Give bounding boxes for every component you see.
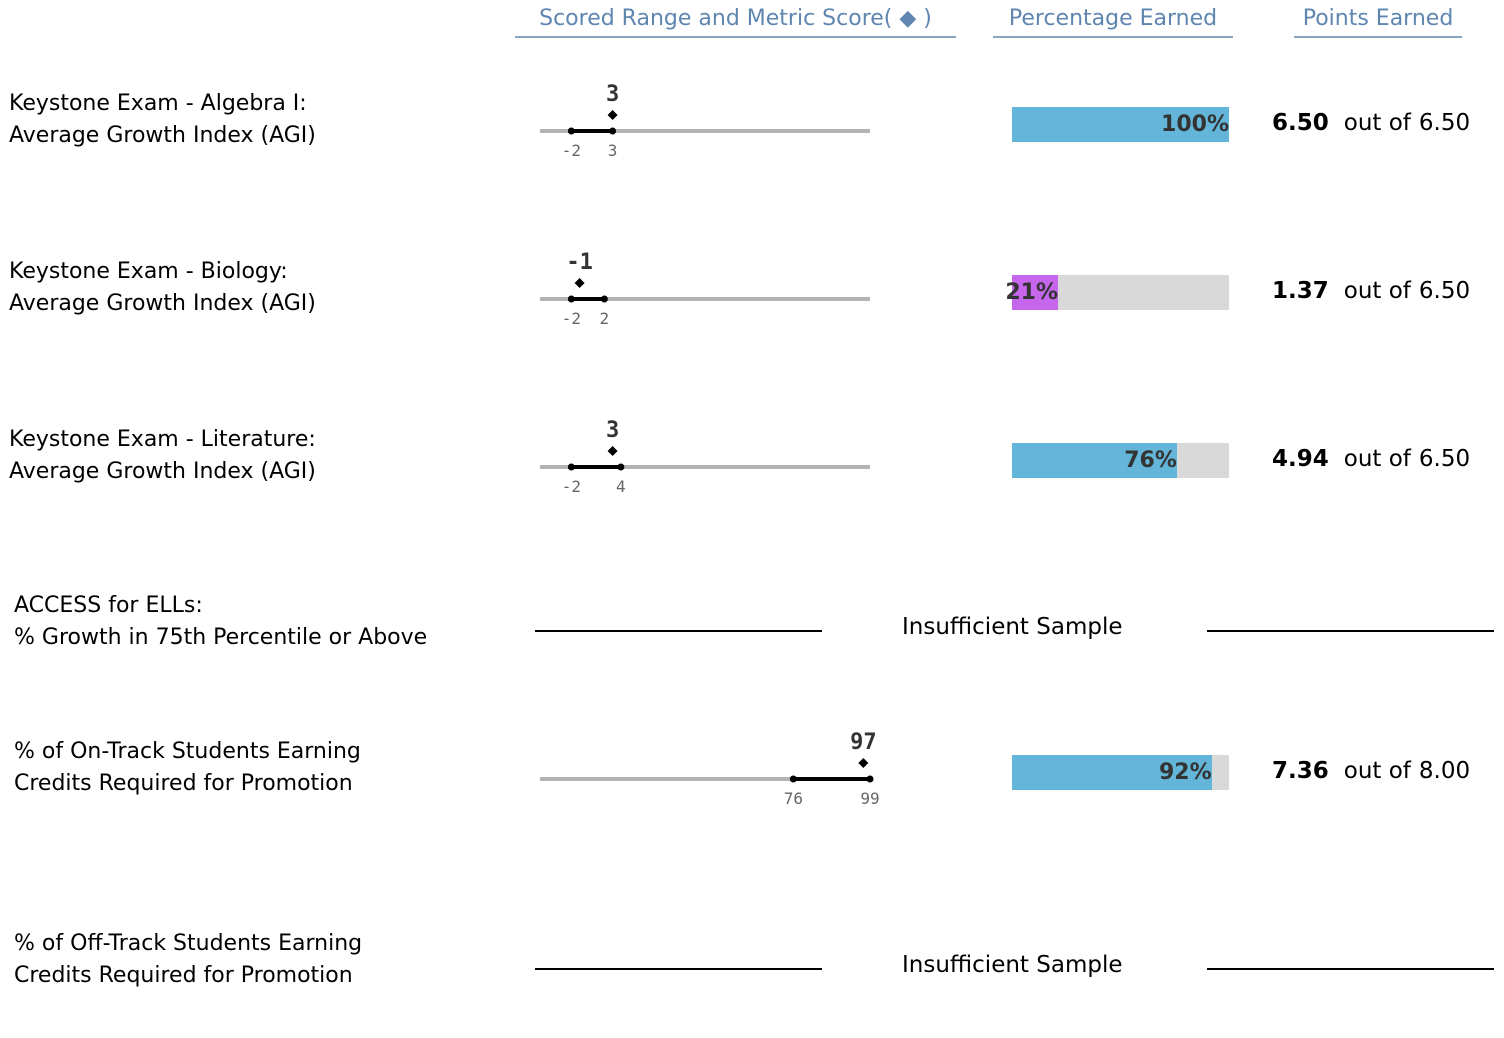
- scored-range-graphic: -2 3 3: [540, 82, 870, 160]
- range-min-endpoint: [789, 775, 797, 783]
- percentage-label: 92%: [1158, 760, 1212, 785]
- range-min-endpoint: [567, 295, 575, 303]
- insufficient-left-line: [535, 968, 822, 970]
- range-min-label: -2: [562, 477, 581, 496]
- header-diamond-marker: ( ◆ ): [883, 6, 932, 31]
- metric-row: Keystone Exam - Literature: Average Growt…: [0, 418, 1504, 534]
- percentage-bar-fill: [1012, 275, 1058, 310]
- header-scored-range: Scored Range and Metric Score( ◆ ): [515, 6, 956, 38]
- points-earned: 4.94 out of 6.50: [1272, 446, 1470, 472]
- metric-score-label: 3: [606, 82, 619, 107]
- points-earned-value: 6.50: [1272, 110, 1329, 136]
- range-max-label: 99: [860, 789, 879, 808]
- header-points-label: Points Earned: [1302, 6, 1454, 31]
- points-possible-value: 6.50: [1418, 446, 1471, 472]
- metric-score-label: 97: [850, 730, 877, 755]
- metric-label: ACCESS for ELLs: % Growth in 75th Percent…: [14, 590, 427, 654]
- scored-range-graphic: -2 2 -1: [540, 250, 870, 328]
- metric-label-line-2: Credits Required for Promotion: [14, 771, 353, 796]
- points-separator: out of: [1343, 110, 1411, 136]
- points-possible-value: 8.00: [1418, 758, 1471, 784]
- insufficient-right-line: [1207, 630, 1494, 632]
- insufficient-sample-text: Insufficient Sample: [902, 952, 1123, 978]
- points-separator: out of: [1343, 446, 1411, 472]
- points-separator: out of: [1343, 758, 1411, 784]
- metric-label-line-1: % of Off-Track Students Earning: [14, 931, 363, 956]
- metric-label: % of Off-Track Students Earning Credits R…: [14, 928, 362, 992]
- metric-label-line-2: Average Growth Index (AGI): [9, 459, 316, 484]
- header-points-earned: Points Earned: [1294, 6, 1462, 38]
- metric-label-line-2: Average Growth Index (AGI): [9, 123, 316, 148]
- percentage-bar: 76%: [1012, 443, 1229, 478]
- points-earned-value: 1.37: [1272, 278, 1329, 304]
- metric-label: Keystone Exam - Literature: Average Growt…: [9, 424, 316, 488]
- metric-label-line-1: Keystone Exam - Biology:: [9, 259, 288, 284]
- metric-label-line-1: Keystone Exam - Literature:: [9, 427, 316, 452]
- insufficient-sample-text: Insufficient Sample: [902, 614, 1123, 640]
- metric-score-diamond: [858, 758, 869, 768]
- metric-row: Keystone Exam - Biology: Average Growth I…: [0, 250, 1504, 366]
- percentage-label: 76%: [1124, 448, 1177, 473]
- range-min-endpoint: [567, 127, 575, 135]
- percentage-bar: 21%: [1005, 275, 1229, 310]
- range-min-label: 76: [784, 789, 803, 808]
- points-separator: out of: [1343, 278, 1411, 304]
- percentage-bar: 92%: [1012, 755, 1229, 790]
- metric-score-label: 3: [606, 418, 619, 443]
- metric-score-diamond: [574, 278, 585, 288]
- metric-label-line-2: Credits Required for Promotion: [14, 963, 353, 988]
- insufficient-right-line: [1207, 968, 1494, 970]
- percentage-bar: 100%: [1012, 107, 1229, 142]
- range-max-label: 3: [608, 141, 618, 160]
- points-earned: 7.36 out of 8.00: [1272, 758, 1470, 784]
- range-max-endpoint: [866, 775, 874, 783]
- points-earned-value: 4.94: [1272, 446, 1329, 472]
- metric-label: Keystone Exam - Algebra I: Average Growth…: [9, 88, 316, 152]
- metric-row: ACCESS for ELLs: % Growth in 75th Percent…: [0, 590, 1504, 700]
- percentage-bar-fill: [1012, 755, 1212, 790]
- scored-range-graphic: -2 4 3: [540, 418, 870, 496]
- points-earned-value: 7.36: [1272, 758, 1329, 784]
- range-min-label: -2: [562, 141, 581, 160]
- range-max-label: 2: [600, 309, 610, 328]
- header-percentage-label: Percentage Earned: [1008, 6, 1218, 31]
- metric-label-line-1: Keystone Exam - Algebra I:: [9, 91, 307, 116]
- range-max-label: 4: [616, 477, 626, 496]
- metric-row: % of On-Track Students Earning Credits Re…: [0, 730, 1504, 846]
- range-max-endpoint: [617, 463, 625, 471]
- metric-label-line-2: Average Growth Index (AGI): [9, 291, 316, 316]
- points-possible-value: 6.50: [1418, 110, 1471, 136]
- metric-score-label: -1: [566, 250, 593, 275]
- metric-score-diamond: [607, 446, 618, 456]
- points-earned: 6.50 out of 6.50: [1272, 110, 1470, 136]
- percentage-label: 100%: [1161, 112, 1229, 137]
- range-max-endpoint: [609, 127, 617, 135]
- insufficient-left-line: [535, 630, 822, 632]
- metric-label: % of On-Track Students Earning Credits Re…: [14, 736, 361, 800]
- header-percentage-earned: Percentage Earned: [993, 6, 1233, 38]
- points-possible-value: 6.50: [1418, 278, 1471, 304]
- scored-range-graphic: 76 99 97: [540, 730, 880, 808]
- metric-row: Keystone Exam - Algebra I: Average Growth…: [0, 82, 1504, 198]
- metric-score-diamond: [607, 110, 618, 120]
- header-scored-range-label: Scored Range and Metric Score: [539, 6, 884, 31]
- percentage-bar-fill: [1012, 107, 1229, 142]
- range-min-label: -2: [562, 309, 581, 328]
- range-max-endpoint: [600, 295, 608, 303]
- metric-label: Keystone Exam - Biology: Average Growth I…: [9, 256, 316, 320]
- metric-label-line-1: ACCESS for ELLs:: [14, 593, 203, 618]
- points-earned: 1.37 out of 6.50: [1272, 278, 1470, 304]
- percentage-label: 21%: [1005, 280, 1058, 305]
- metric-label-line-2: % Growth in 75th Percentile or Above: [14, 625, 428, 650]
- metric-row: % of Off-Track Students Earning Credits R…: [0, 928, 1504, 1038]
- range-min-endpoint: [567, 463, 575, 471]
- percentage-bar-fill: [1012, 443, 1177, 478]
- metric-label-line-1: % of On-Track Students Earning: [14, 739, 361, 764]
